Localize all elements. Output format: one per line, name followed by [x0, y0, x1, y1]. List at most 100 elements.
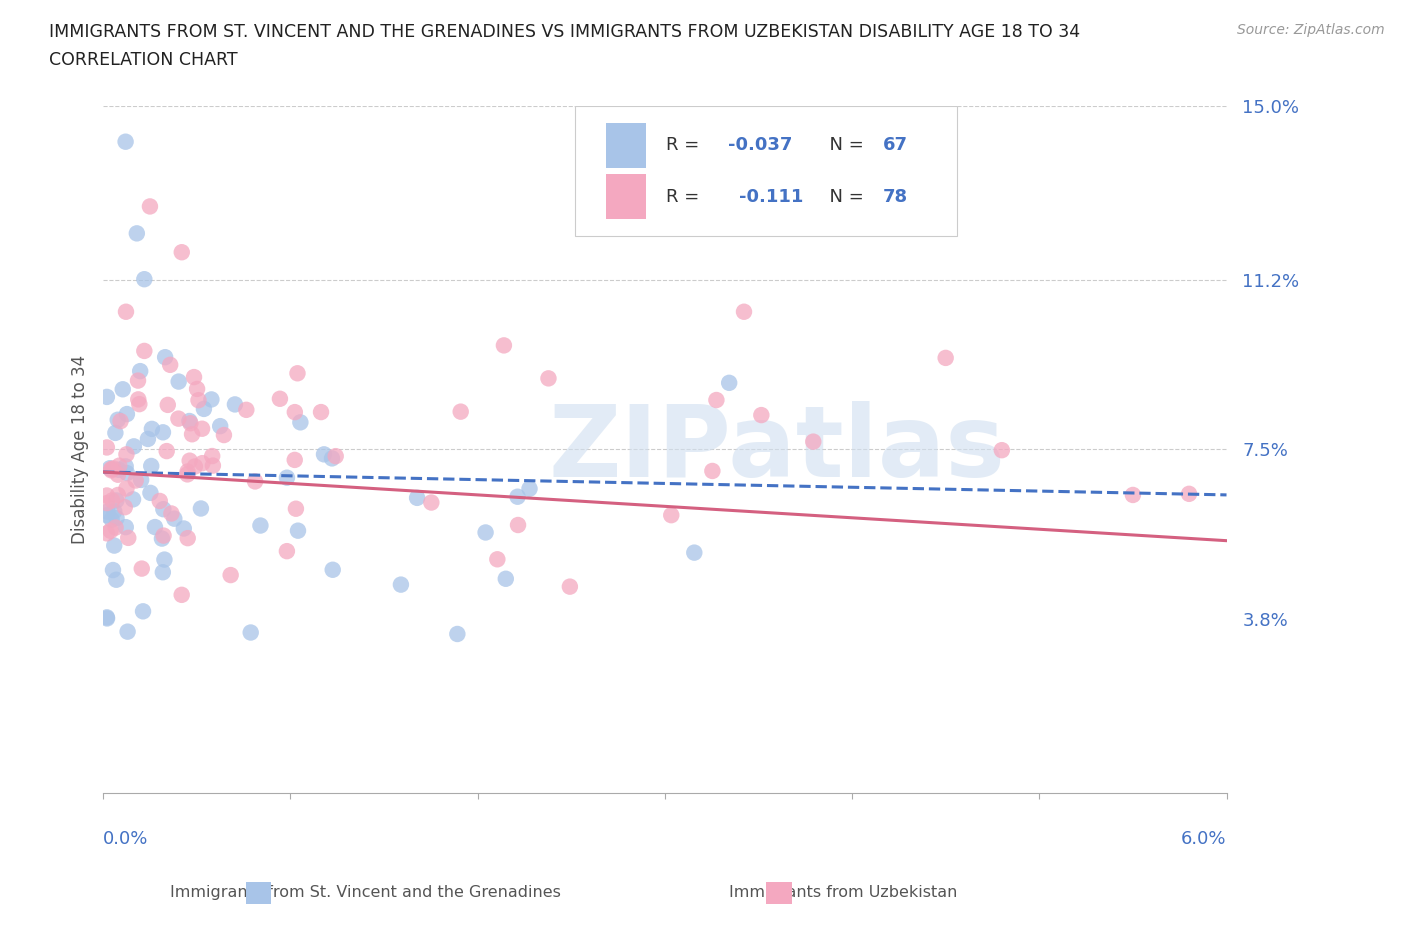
Point [143, 520, 166, 535]
Point [149, 494, 172, 509]
Point [749, 407, 772, 422]
Point [141, 421, 163, 436]
Point [104, 425, 127, 440]
Point [276, 544, 298, 559]
Point [114, 520, 136, 535]
Text: 6.0%: 6.0% [1181, 830, 1226, 848]
Point [506, 518, 529, 533]
Point [176, 464, 198, 479]
Point [492, 338, 515, 352]
Text: -0.111: -0.111 [740, 188, 803, 206]
Point [127, 392, 149, 406]
Point [179, 414, 201, 429]
Point [105, 511, 128, 525]
Point [139, 199, 162, 214]
Point [131, 561, 153, 576]
Text: R =: R = [666, 188, 710, 206]
Text: N =: N = [818, 188, 869, 206]
Point [125, 226, 148, 241]
Point [96, 525, 118, 540]
Point [167, 374, 190, 389]
Point [117, 530, 139, 545]
Point [160, 506, 183, 521]
Point [733, 304, 755, 319]
Point [659, 508, 682, 523]
Point [179, 453, 201, 468]
Point [706, 392, 728, 407]
Point [309, 405, 332, 419]
Text: Source: ZipAtlas.com: Source: ZipAtlas.com [1237, 23, 1385, 37]
Point [115, 406, 138, 421]
Point [219, 567, 242, 582]
FancyBboxPatch shape [606, 175, 645, 219]
Point [287, 524, 309, 538]
Point [115, 466, 138, 481]
Point [287, 365, 309, 380]
Text: CORRELATION CHART: CORRELATION CHART [49, 51, 238, 69]
Point [129, 472, 152, 487]
Point [153, 552, 176, 567]
Point [132, 604, 155, 618]
Point [110, 414, 132, 429]
Text: ZIPatlas: ZIPatlas [548, 401, 1005, 498]
Point [191, 456, 214, 471]
Text: -0.037: -0.037 [728, 136, 792, 154]
Point [103, 461, 125, 476]
Point [290, 415, 312, 430]
Point [134, 272, 156, 286]
Point [156, 397, 179, 412]
Point [224, 397, 246, 412]
Point [141, 458, 163, 473]
Point [122, 439, 145, 454]
Point [243, 474, 266, 489]
Point [284, 453, 307, 468]
Point [170, 588, 193, 603]
Point [153, 350, 176, 365]
Point [177, 531, 200, 546]
Point [128, 397, 150, 412]
Point [127, 373, 149, 388]
Point [100, 461, 122, 476]
Point [312, 447, 335, 462]
Point [134, 343, 156, 358]
Text: 0.0%: 0.0% [103, 830, 149, 848]
Text: 78: 78 [883, 188, 908, 206]
Point [176, 467, 198, 482]
Point [276, 471, 298, 485]
Point [101, 493, 124, 508]
Point [446, 627, 468, 642]
Point [450, 405, 472, 419]
Point [193, 402, 215, 417]
Point [100, 512, 122, 527]
Point [718, 376, 741, 391]
Point [103, 504, 125, 519]
Point [152, 565, 174, 579]
Point [96, 496, 118, 511]
Point [114, 134, 136, 149]
Point [269, 392, 291, 406]
Point [111, 382, 134, 397]
Point [191, 421, 214, 436]
Point [167, 411, 190, 426]
Point [96, 508, 118, 523]
Text: 67: 67 [883, 136, 908, 154]
Point [115, 304, 138, 319]
Point [201, 458, 224, 473]
Point [96, 390, 118, 405]
Point [1122, 487, 1144, 502]
FancyBboxPatch shape [575, 106, 957, 236]
Point [117, 624, 139, 639]
Point [152, 425, 174, 440]
Point [801, 434, 824, 449]
Point [389, 578, 412, 592]
Point [249, 518, 271, 533]
Point [105, 493, 128, 508]
Point [107, 412, 129, 427]
Point [150, 531, 173, 546]
Point [108, 458, 131, 473]
Point [1178, 486, 1201, 501]
Point [173, 521, 195, 536]
Point [212, 428, 235, 443]
Point [163, 512, 186, 526]
Point [100, 463, 122, 478]
